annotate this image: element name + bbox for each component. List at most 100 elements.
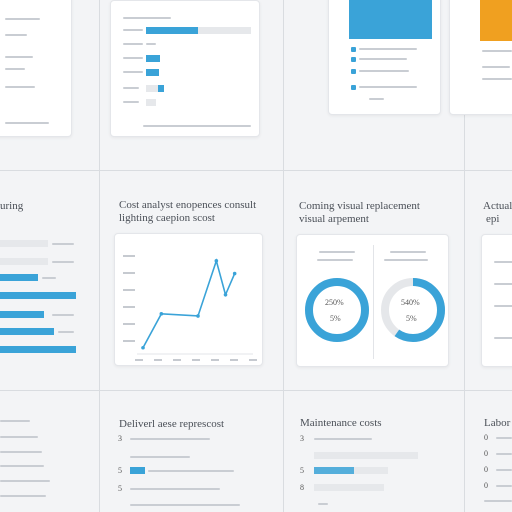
text-line [123,57,143,59]
panel-title: Labor [484,417,511,429]
panel-title: Deliverl aese represcost [119,418,225,430]
text-line [123,101,139,103]
text-line [0,480,50,482]
text-line [369,98,384,100]
bar-track [146,85,164,92]
data-point [223,292,228,297]
text-line [482,78,512,80]
bar-track [0,258,48,265]
text-line [130,504,240,506]
text-line [130,456,190,458]
text-line [0,451,42,453]
data-point [141,345,145,350]
donut-chart-left [305,278,369,342]
grid-line [0,390,512,391]
row-number: 3 [300,434,304,443]
text-line [123,17,171,19]
text-line [58,331,74,333]
bar-fill [0,346,76,353]
text-line [5,68,25,70]
list-bullet [351,85,356,90]
text-line [146,43,156,45]
row-number: 0 [484,465,488,474]
text-line [482,50,512,52]
panel-title: Coming visual replacement [299,200,420,212]
donut-right-sub: 5% [406,314,417,323]
text-line [123,43,143,45]
donut-right-value: 540% [401,298,420,307]
text-line [5,18,40,20]
grid-line [0,170,512,171]
bar-track [314,484,384,491]
text-line [359,48,417,50]
text-line [5,86,35,88]
orange-block [480,0,512,41]
data-point [214,259,219,263]
text-line [52,243,74,245]
text-line [494,305,512,307]
text-line [359,58,407,60]
text-line [148,470,234,472]
list-bullet [351,47,356,52]
card-top-bars [110,0,260,137]
text-line [484,500,512,502]
panel-title: uring [0,200,24,212]
donut-left-value: 250% [325,298,344,307]
bar-track [146,99,156,106]
line-chart [123,255,257,361]
text-line [496,485,512,487]
card-top-left [0,0,72,137]
text-line [5,34,27,36]
panel-subtitle: epi [486,213,500,225]
text-line [494,337,512,339]
row-number: 0 [484,449,488,458]
row-number: 5 [300,466,304,475]
bar-fill [0,292,76,299]
bar-fill [0,274,38,281]
text-line [143,125,251,127]
row-number: 8 [300,483,304,492]
bar-track [0,240,48,247]
row-number: 3 [118,434,122,443]
text-line [390,251,426,253]
panel-subtitle: lighting caepion scost [119,212,215,224]
bar-track [146,27,251,34]
grid-line [99,0,100,512]
text-line [496,453,512,455]
divider [373,245,374,359]
data-point [159,312,164,316]
bar-fill [0,328,54,335]
panel-title: Actual [483,200,512,212]
text-line [123,29,143,31]
row-number: 0 [484,433,488,442]
text-line [5,56,33,58]
row-number: 0 [484,481,488,490]
card-top-blue [328,0,441,115]
panel-subtitle: visual arpement [299,213,369,225]
donut-card: 250% 5% 540% 5% [296,234,449,367]
series-line [142,258,236,349]
text-line [359,86,417,88]
donut-left-sub: 5% [330,314,341,323]
text-line [52,314,74,316]
text-line [130,488,220,490]
list-bullet [351,69,356,74]
text-line [0,495,46,497]
grid-line [464,0,465,512]
text-line [42,277,56,279]
text-line [0,420,30,422]
text-line [359,70,409,72]
list-bullet [351,57,356,62]
text-line [494,261,512,263]
text-line [0,465,44,467]
row-number: 5 [118,466,122,475]
text-line [319,251,355,253]
panel-title: Maintenance costs [300,417,382,429]
blue-block [349,0,432,39]
bar-fill [146,55,160,62]
bar-fill [146,69,159,76]
bar-track [314,452,418,459]
text-line [130,438,210,440]
text-line [5,122,49,124]
bar-fill [130,467,145,474]
